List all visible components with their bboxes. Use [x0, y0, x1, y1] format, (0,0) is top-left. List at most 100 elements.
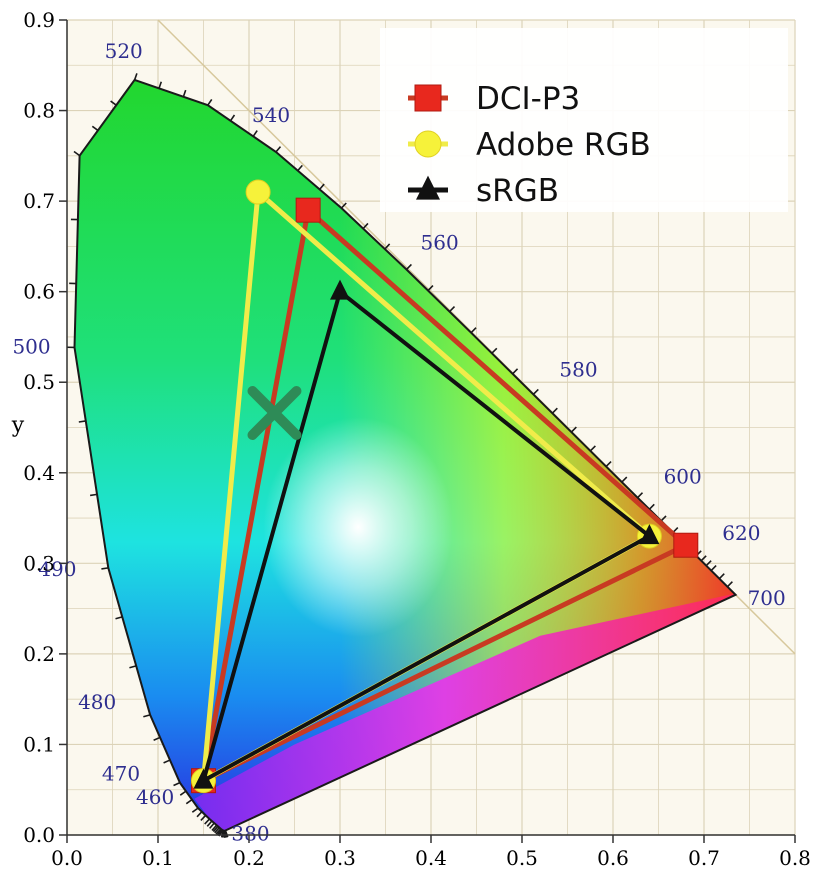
gamut-triangles	[191, 179, 699, 794]
wavelength-tick	[405, 263, 412, 271]
wavelength-tick	[143, 714, 151, 718]
wavelength-tick	[133, 73, 138, 81]
y-tick-label: 0.2	[23, 642, 55, 666]
wavelength-tick	[605, 460, 612, 468]
legend-label: DCI-P3	[476, 81, 580, 117]
wavelength-label-560: 560	[421, 230, 459, 254]
y-tick-label: 0.7	[23, 189, 55, 213]
axes	[59, 19, 796, 843]
wavelength-label-500: 500	[12, 334, 50, 358]
wavelength-tick	[110, 100, 117, 106]
wavelength-label-460: 460	[136, 785, 174, 809]
wavelength-tick	[551, 407, 558, 414]
wavelength-tick	[204, 818, 211, 825]
wavelength-tick	[185, 798, 193, 805]
y-tick-labels: 0.0 0.1 0.2 0.3 0.4 0.5 0.6 0.7 0.8 0.9	[23, 8, 55, 847]
wavelength-tick	[660, 515, 667, 522]
wavelength-tick	[211, 824, 218, 831]
wavelength-tick	[362, 222, 369, 230]
wavelength-tick	[319, 183, 325, 190]
legend-marker	[416, 175, 440, 200]
wavelength-tick	[449, 306, 456, 313]
wavelength-tick	[206, 820, 213, 827]
legend-label: Adobe RGB	[476, 127, 651, 163]
wavelength-tick	[89, 493, 98, 497]
wavelength-tick	[512, 368, 519, 375]
gamut-point	[193, 768, 214, 789]
wavelength-tick	[637, 492, 644, 499]
wavelength-label-580: 580	[559, 357, 597, 381]
wavelength-tick	[589, 445, 596, 452]
wavelength-label-700: 700	[748, 586, 786, 610]
wavelength-tick	[115, 616, 123, 620]
gamut-point	[330, 279, 350, 300]
wavelength-tick	[621, 476, 628, 483]
legend-box	[380, 28, 788, 212]
legend-label: sRGB	[476, 173, 559, 209]
wavelength-tick	[153, 736, 161, 741]
gamut-point	[673, 532, 699, 558]
x-tick-label: 0.3	[324, 846, 356, 870]
legend-item-adobe-rgb: Adobe RGB	[408, 127, 651, 163]
wavelength-tick	[532, 388, 539, 395]
wavelength-label-520: 520	[105, 39, 143, 63]
gamut-point	[639, 524, 660, 545]
wavelength-tick	[491, 347, 498, 354]
wavelength-tick	[179, 790, 187, 796]
gamut-srgb	[193, 279, 660, 789]
y-axis-title: y	[11, 413, 25, 438]
wavelength-tick	[570, 426, 577, 433]
wavelength-tick	[78, 420, 86, 423]
wavelength-tick	[207, 98, 213, 106]
wavelength-tick	[196, 811, 203, 818]
white-point-marker	[247, 386, 302, 441]
y-tick-label: 0.9	[23, 8, 55, 32]
wavelength-tick	[191, 807, 199, 813]
x-tick-label: 0.0	[51, 846, 83, 870]
y-tick-label: 0.8	[23, 99, 55, 123]
wavelength-tick	[209, 822, 215, 829]
wavelength-label-480: 480	[78, 690, 116, 714]
wavelength-label-620: 620	[722, 521, 760, 545]
x-tick-label: 0.1	[142, 846, 174, 870]
legend-marker	[414, 130, 442, 158]
x-tick-label: 0.5	[506, 846, 538, 870]
x-tick-label: 0.4	[415, 846, 447, 870]
y-tick-label: 0.1	[23, 732, 55, 756]
wavelength-tick	[700, 555, 707, 562]
wavelength-tick	[212, 825, 219, 833]
y-tick-label: 0.3	[23, 551, 55, 575]
wavelength-label-380: 380	[231, 821, 269, 845]
y-tick-label: 0.0	[23, 823, 55, 847]
gamut-outline	[201, 207, 689, 784]
legend-item-srgb: sRGB	[408, 173, 559, 209]
wavelength-tick	[384, 243, 391, 250]
wavelength-tick	[158, 81, 163, 89]
wavelength-tick	[726, 581, 733, 588]
wavelength-tick	[340, 202, 347, 209]
y-tick-label: 0.6	[23, 280, 55, 304]
wavelength-label-540: 540	[252, 103, 290, 127]
y-tick-label: 0.4	[23, 461, 55, 485]
x-tick-label: 0.6	[597, 846, 629, 870]
legend-marker	[414, 84, 442, 112]
white-point-stroke	[247, 386, 302, 441]
wavelength-tick	[705, 560, 712, 567]
wavelength-tick	[129, 665, 137, 669]
wavelength-tick	[427, 284, 434, 292]
wavelength-label-490: 490	[38, 557, 76, 581]
wavelength-tick	[101, 567, 109, 570]
wavelength-tick	[215, 828, 222, 835]
wavelength-tick	[163, 759, 171, 764]
wavelength-tick	[216, 828, 223, 836]
wavelength-tick	[182, 89, 187, 98]
wavelength-tick	[173, 781, 181, 787]
wavelength-tick	[470, 327, 477, 334]
wavelength-label-600: 600	[664, 465, 702, 489]
wavelength-tick	[252, 130, 258, 137]
legend-item-dci-p3: DCI-P3	[408, 81, 580, 117]
wavelength-tick	[648, 503, 655, 510]
gamut-point	[245, 179, 271, 205]
